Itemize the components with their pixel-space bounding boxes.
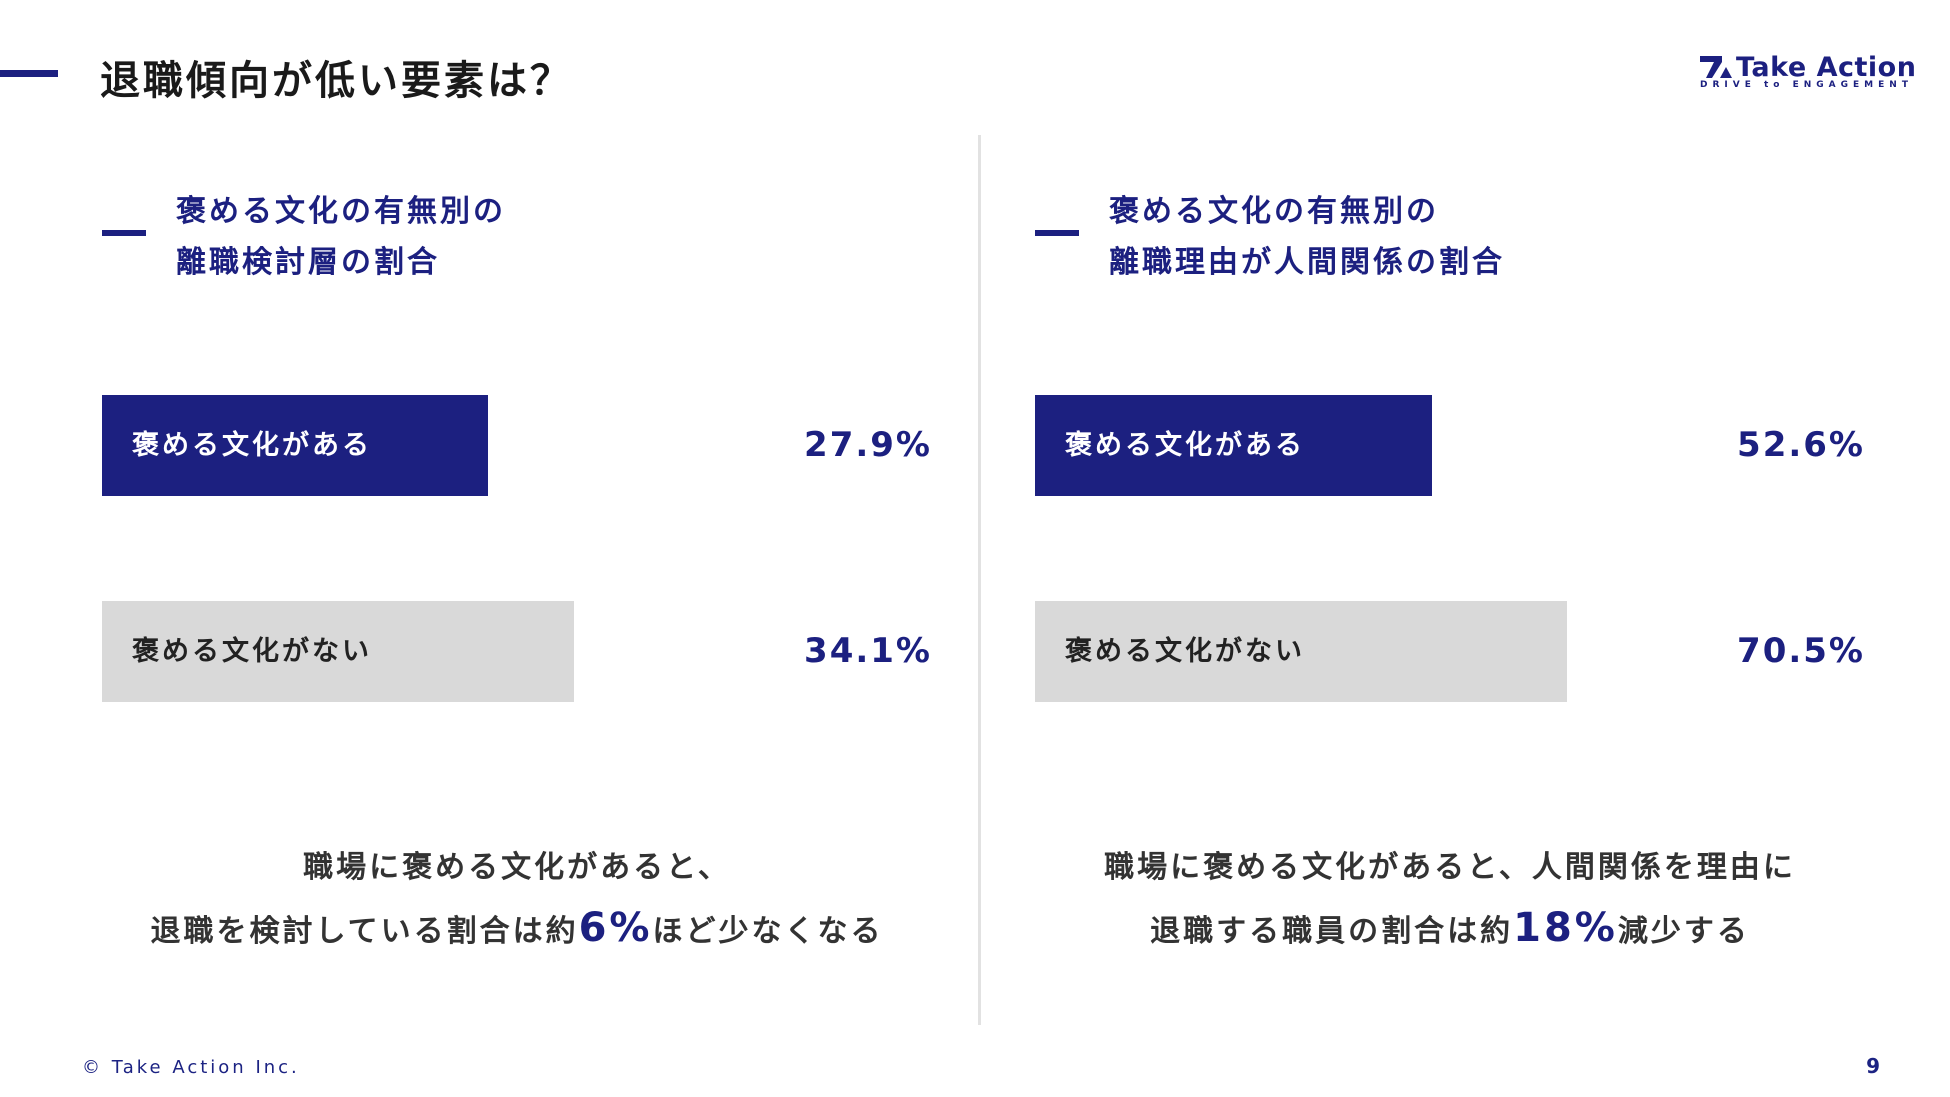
bar-chart: 褒める文化がある 52.6% 褒める文化がない 70.5% — [1035, 395, 1865, 715]
bar-category-label: 褒める文化がない — [1065, 636, 1305, 667]
summary-line-2: 退職する職員の割合は約18%減少する — [1035, 898, 1865, 962]
logo-text: Take Action — [1736, 52, 1917, 83]
chart-title-line-1: 褒める文化の有無別の — [176, 194, 506, 229]
summary-line-2-pre: 退職する職員の割合は約 — [1150, 914, 1514, 949]
bar-category-label: 褒める文化がない — [132, 636, 372, 667]
summary-line-2-pre: 退職を検討している割合は約 — [150, 914, 579, 949]
summary-text: 職場に褒める文化があると、人間関係を理由に 退職する職員の割合は約18%減少する — [1035, 838, 1865, 962]
chart-panel-left: 褒める文化の有無別の 離職検討層の割合 褒める文化がある 27.9% 褒める文化がな… — [0, 0, 930, 1097]
bar-value-label: 34.1% — [804, 631, 932, 671]
bar-row: 褒める文化がある 52.6% — [1035, 395, 1865, 496]
chart-panel-right: 褒める文化の有無別の 離職理由が人間関係の割合 褒める文化がある 52.6% 褒める… — [933, 0, 1863, 1097]
bar-category-label: 褒める文化がある — [1065, 430, 1305, 461]
page-number: 9 — [1866, 1054, 1880, 1078]
bar-value-label: 70.5% — [1737, 631, 1865, 671]
bar — [1035, 395, 1432, 496]
bar-category-label: 褒める文化がある — [132, 430, 372, 461]
company-logo: Take Action DRIVE to ENGAGEMENT — [1700, 52, 1916, 92]
subtitle-accent-bar — [102, 230, 146, 236]
bar — [102, 601, 574, 702]
summary-line-1: 職場に褒める文化があると、 — [303, 850, 731, 885]
logo-mark-shape-b — [1720, 67, 1732, 78]
bar — [102, 395, 488, 496]
chart-title-line-2: 離職理由が人間関係の割合 — [1109, 245, 1505, 280]
chart-title-line-2: 離職検討層の割合 — [176, 245, 440, 280]
panel-divider — [978, 135, 981, 1025]
logo-tagline: DRIVE to ENGAGEMENT — [1700, 80, 1913, 90]
chart-title-line-1: 褒める文化の有無別の — [1109, 194, 1439, 229]
bar-value-label: 27.9% — [804, 425, 932, 465]
page-title: 退職傾向が低い要素は？ — [100, 58, 573, 104]
summary-highlight: 6% — [578, 905, 653, 951]
summary-line-2-post: 減少する — [1617, 914, 1750, 949]
chart-title: 褒める文化の有無別の 離職理由が人間関係の割合 — [1109, 186, 1505, 288]
copyright: © Take Action Inc. — [82, 1057, 300, 1078]
bar-row: 褒める文化がない 34.1% — [102, 601, 932, 702]
title-accent-bar — [0, 70, 58, 77]
subtitle-accent-bar — [1035, 230, 1079, 236]
bar-chart: 褒める文化がある 27.9% 褒める文化がない 34.1% — [102, 395, 932, 715]
bar — [1035, 601, 1567, 702]
summary-text: 職場に褒める文化があると、 退職を検討している割合は約6%ほど少なくなる — [102, 838, 932, 962]
summary-line-1: 職場に褒める文化があると、人間関係を理由に — [1104, 850, 1796, 885]
bar-value-label: 52.6% — [1737, 425, 1865, 465]
bar-row: 褒める文化がある 27.9% — [102, 395, 932, 496]
bar-row: 褒める文化がない 70.5% — [1035, 601, 1865, 702]
chart-title: 褒める文化の有無別の 離職検討層の割合 — [176, 186, 506, 288]
logo-mark-shape-a — [1700, 56, 1722, 78]
summary-line-2: 退職を検討している割合は約6%ほど少なくなる — [102, 898, 932, 962]
summary-line-2-post: ほど少なくなる — [652, 914, 884, 949]
logo-mark-icon — [1700, 56, 1732, 78]
summary-highlight: 18% — [1513, 905, 1618, 951]
